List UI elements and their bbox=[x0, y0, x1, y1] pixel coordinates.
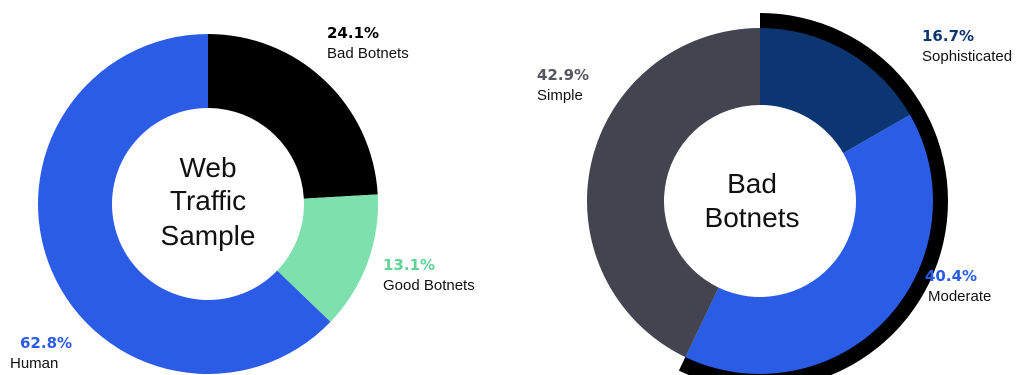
good-botnets-slice bbox=[277, 194, 378, 322]
sophisticated-slice bbox=[760, 28, 911, 154]
good-botnets-value-label: 13.1% bbox=[383, 256, 435, 274]
web-traffic-donut bbox=[37, 34, 378, 374]
web-traffic-center-line-1: Web bbox=[179, 152, 236, 183]
simple-name-label: Simple bbox=[537, 87, 583, 104]
simple-slice bbox=[586, 28, 760, 358]
bad-botnets-name-label: Bad Botnets bbox=[327, 45, 409, 62]
good-botnets-name-label: Good Botnets bbox=[383, 277, 475, 294]
bad-botnets-center-line-2: Botnets bbox=[705, 202, 800, 233]
bad-botnets-slice bbox=[208, 34, 378, 199]
bad-botnets-center-line-1: Bad bbox=[727, 168, 777, 199]
web-traffic-center-line-2: Traffic bbox=[170, 185, 246, 216]
web-traffic-center-line-3: Sample bbox=[161, 220, 256, 251]
bad-botnets-value-label: 24.1% bbox=[327, 24, 379, 42]
human-value-label: 62.8% bbox=[20, 334, 72, 352]
moderate-value-label: 40.4% bbox=[925, 267, 977, 285]
human-name-label: Human bbox=[10, 355, 58, 372]
human-slice bbox=[37, 34, 331, 374]
sophisticated-name-label: Sophisticated bbox=[922, 48, 1012, 65]
moderate-name-label: Moderate bbox=[928, 288, 991, 305]
moderate-slice bbox=[685, 114, 933, 375]
simple-value-label: 42.9% bbox=[537, 66, 589, 84]
bad-botnets-donut bbox=[586, 13, 948, 375]
sophisticated-value-label: 16.7% bbox=[922, 27, 974, 45]
